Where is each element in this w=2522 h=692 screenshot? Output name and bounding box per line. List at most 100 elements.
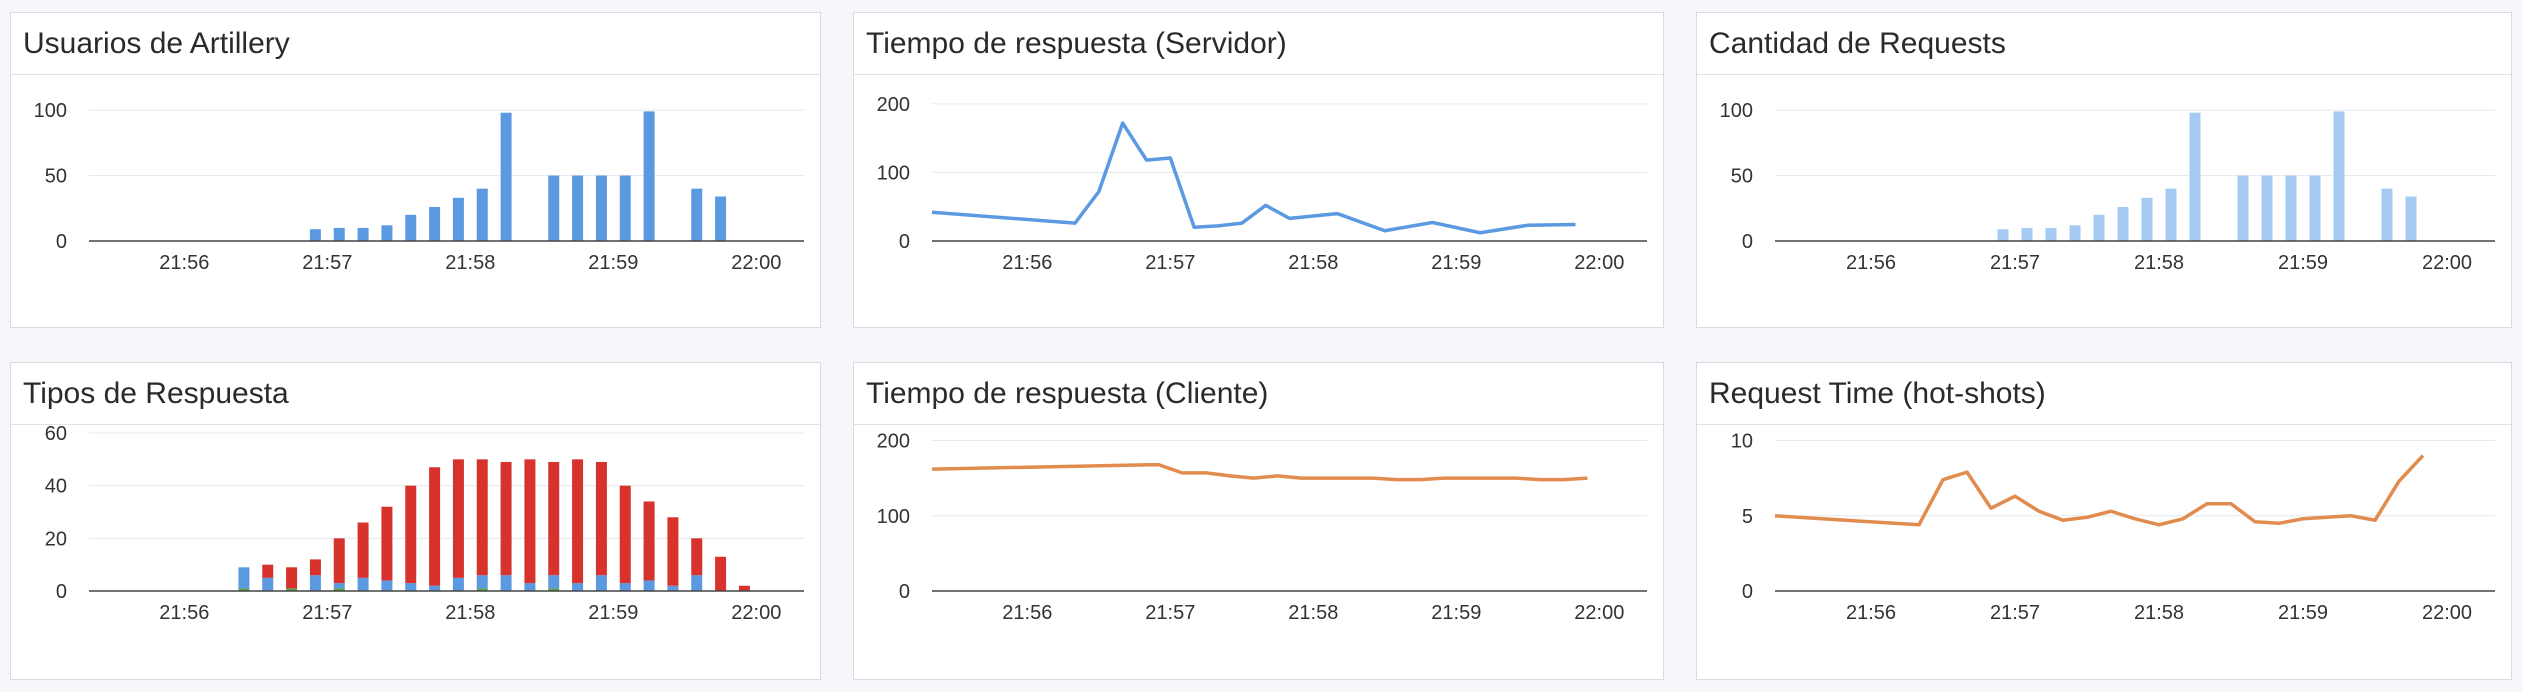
bar <box>2117 206 2129 241</box>
x-tick-label: 22:00 <box>731 602 781 624</box>
chart-request-time-hot-shots: 0 5 10 21:56 21:57 21:58 21:59 22:00 <box>1731 431 2495 624</box>
bar <box>2237 175 2249 241</box>
bar <box>2189 112 2201 241</box>
x-tick-label: 21:58 <box>1288 602 1338 624</box>
x-tick-label: 22:00 <box>731 252 781 274</box>
bar <box>309 229 321 241</box>
bar <box>548 175 560 241</box>
bar-segment <box>309 559 321 576</box>
x-tick-label: 21:58 <box>1288 252 1338 274</box>
y-tick-label: 200 <box>877 431 910 453</box>
bar-segment <box>333 588 345 591</box>
bar <box>2141 197 2153 241</box>
series-line <box>1774 454 2425 527</box>
x-tick-label: 21:56 <box>1846 602 1896 624</box>
y-tick-label: 0 <box>56 231 67 253</box>
bar <box>2165 188 2177 241</box>
panel-usuarios-artillery: Usuarios de Artillery 0 50 100 21:56 21:57 21… <box>10 12 821 328</box>
bar-segment <box>452 577 464 591</box>
y-tick-label: 100 <box>877 162 910 184</box>
bar-segment <box>476 459 488 576</box>
x-tick-label: 21:58 <box>445 252 495 274</box>
bar-segment <box>715 556 727 591</box>
panel-title: Usuarios de Artillery <box>11 13 820 75</box>
chart-tiempo-respuesta-servidor: 0 100 200 21:56 21:57 21:58 21:59 22:00 <box>877 94 1647 274</box>
bar-segment <box>262 577 274 591</box>
x-tick-label: 21:59 <box>2278 252 2328 274</box>
bar-segment <box>691 575 703 591</box>
bar-segment <box>691 538 703 576</box>
x-tick-label: 21:57 <box>1990 252 2040 274</box>
y-tick-label: 10 <box>1731 431 1753 453</box>
bar-segment <box>429 585 441 591</box>
x-tick-label: 22:00 <box>2422 252 2472 274</box>
bar <box>2261 175 2273 241</box>
bar-segment <box>429 467 441 586</box>
y-tick-label: 5 <box>1742 506 1753 528</box>
bar <box>357 227 369 241</box>
x-tick-label: 21:58 <box>445 602 495 624</box>
x-tick-label: 21:57 <box>1990 602 2040 624</box>
y-tick-label: 100 <box>1720 100 1753 122</box>
bar <box>2021 227 2033 241</box>
panel-title: Request Time (hot-shots) <box>1697 363 2511 425</box>
panel-tiempo-respuesta-cliente: Tiempo de respuesta (Cliente) 0 100 200 21:… <box>853 362 1664 680</box>
x-tick-label: 22:00 <box>2422 602 2472 624</box>
bar-segment <box>238 588 250 591</box>
panel-title: Tiempo de respuesta (Servidor) <box>854 13 1663 75</box>
panel-title: Tipos de Respuesta <box>11 363 820 425</box>
y-tick-label: 60 <box>45 425 67 445</box>
x-tick-label: 21:59 <box>1431 602 1481 624</box>
x-tick-label: 21:58 <box>2134 252 2184 274</box>
y-tick-label: 100 <box>34 100 67 122</box>
bar-segment <box>572 459 584 584</box>
y-tick-label: 20 <box>45 528 67 550</box>
chart-tipos-respuesta: 0 20 40 60 21:56 21:57 21:58 21:59 22:00 <box>45 425 804 624</box>
bar-segment <box>548 588 560 591</box>
bar <box>643 111 655 242</box>
bar-segment <box>548 575 560 589</box>
bar-segment <box>572 583 584 591</box>
bar <box>572 175 584 241</box>
bar-segment <box>667 517 679 586</box>
y-tick-label: 0 <box>899 231 910 253</box>
bar-segment <box>595 575 607 591</box>
bar-segment <box>309 575 321 591</box>
panel-request-time-hot-shots: Request Time (hot-shots) 0 5 10 21:56 21:57 2… <box>1696 362 2512 680</box>
bar <box>2045 227 2057 241</box>
x-tick-label: 21:56 <box>1002 602 1052 624</box>
y-tick-label: 50 <box>1731 166 1753 188</box>
x-tick-label: 21:56 <box>159 602 209 624</box>
bar-segment <box>548 461 560 576</box>
chart-usuarios-artillery: 0 50 100 21:56 21:57 21:58 21:59 22:00 <box>34 100 804 274</box>
x-tick-label: 21:56 <box>159 252 209 274</box>
x-tick-label: 21:56 <box>1002 252 1052 274</box>
y-tick-label: 50 <box>45 166 67 188</box>
bar-segment <box>667 585 679 591</box>
bar <box>595 175 607 241</box>
bar-segment <box>357 577 369 591</box>
y-tick-label: 100 <box>877 506 910 528</box>
bar <box>2285 175 2297 241</box>
y-tick-label: 0 <box>1742 231 1753 253</box>
x-tick-label: 21:59 <box>1431 252 1481 274</box>
chart-tiempo-respuesta-cliente: 0 100 200 21:56 21:57 21:58 21:59 22:00 <box>877 431 1647 624</box>
bar-segment <box>405 583 417 591</box>
x-tick-label: 21:57 <box>302 252 352 274</box>
bar-segment <box>262 564 274 578</box>
x-tick-label: 21:59 <box>2278 602 2328 624</box>
bar-segment <box>405 485 417 584</box>
bar-segment <box>738 585 750 591</box>
bar <box>691 188 703 241</box>
bar <box>405 214 417 241</box>
series-line <box>931 462 1588 482</box>
series-line <box>931 121 1576 235</box>
panel-tipos-respuesta: Tipos de Respuesta 0 20 40 60 21:56 21:57 21:5… <box>10 362 821 680</box>
bar <box>333 227 345 241</box>
bar <box>500 112 512 241</box>
bar-segment <box>619 485 631 584</box>
bar-segment <box>238 567 250 589</box>
x-tick-label: 21:59 <box>588 252 638 274</box>
y-tick-label: 0 <box>1742 581 1753 603</box>
y-tick-label: 40 <box>45 476 67 498</box>
